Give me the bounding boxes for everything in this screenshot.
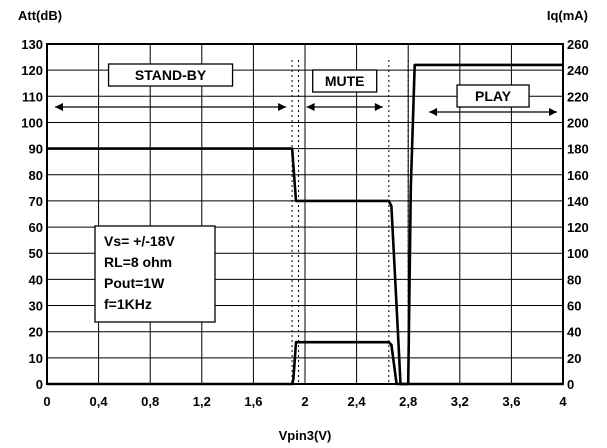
tick-labels: 0 0,4 0,8 1,2 1,6 2 2,4 2,8 3,2 3,6 40102030405060… [21, 37, 588, 409]
attenuation-line [47, 147, 563, 386]
region-label-box [107, 63, 234, 87]
y-left-tick-label: 10 [29, 351, 43, 366]
x-tick-label: 4 [559, 394, 567, 409]
region-arrow-head-left [429, 108, 438, 116]
y-right-tick-label: 240 [567, 63, 589, 78]
region-arrow-head-right [374, 103, 383, 111]
x-tick-label: 2 [301, 394, 308, 409]
conditions-box: Vs= +/-18V RL=8 ohm Pout=1W f=1KHz [94, 225, 216, 323]
plot-frame [46, 43, 564, 385]
y-left-tick-label: 30 [29, 299, 43, 314]
y-left-tick-label: 110 [22, 89, 43, 104]
y-right-tick-label: 80 [567, 272, 581, 287]
conditions-line: f=1KHz [104, 296, 152, 312]
region-label: PLAY [475, 88, 512, 104]
y-left-tick-label: 20 [29, 325, 43, 340]
x-tick-label: 3,6 [502, 394, 520, 409]
region-label-box [312, 69, 378, 93]
y-right-tick-label: 140 [567, 194, 589, 209]
y-right-tick-label: 120 [567, 220, 589, 235]
x-tick-label: 2,8 [399, 394, 417, 409]
region-arrow-head-right [278, 103, 287, 111]
y-right-tick-label: 180 [567, 142, 589, 157]
y-right-tick-label: 20 [567, 351, 581, 366]
region-label: STAND-BY [135, 67, 207, 83]
x-tick-label: 1,2 [193, 394, 211, 409]
y-left-tick-label: 70 [29, 194, 43, 209]
y-right-tick-label: 0 [567, 377, 574, 392]
region-arrow-head-left [55, 103, 63, 111]
y-right-tick-label: 40 [567, 325, 581, 340]
y-right-tick-label: 160 [567, 168, 589, 183]
region-label: MUTE [325, 73, 365, 89]
y-left-tick-label: 0 [36, 377, 43, 392]
x-tick-label: 1,6 [244, 394, 262, 409]
region-arrow-head-left [306, 103, 315, 111]
region-arrow-head-right [549, 108, 557, 116]
x-axis-title: Vpin3(V) [279, 428, 332, 443]
y-left-tick-label: 80 [29, 168, 43, 183]
y-right-axis-title: Iq(mA) [547, 8, 588, 23]
region-boundaries [291, 60, 409, 384]
y-left-tick-label: 40 [29, 272, 43, 287]
x-tick-label: 0,8 [141, 394, 159, 409]
conditions-line: RL=8 ohm [104, 254, 172, 270]
region-label-box [456, 84, 530, 108]
series-lines [47, 63, 563, 386]
y-left-tick-label: 120 [21, 63, 43, 78]
conditions-box-frame [94, 225, 216, 323]
y-left-tick-label: 50 [29, 246, 43, 261]
y-left-tick-label: 60 [29, 220, 43, 235]
region-markers: STAND-BY MUTE PLAY [55, 63, 557, 116]
y-left-tick-label: 90 [29, 142, 43, 157]
conditions-line: Vs= +/-18V [104, 233, 175, 249]
x-tick-label: 3,2 [451, 394, 469, 409]
x-tick-label: 0 [43, 394, 50, 409]
y-left-tick-label: 130 [21, 37, 43, 52]
y-right-tick-label: 220 [567, 89, 589, 104]
y-right-tick-label: 100 [567, 246, 589, 261]
y-right-tick-label: 60 [567, 299, 581, 314]
conditions-line: Pout=1W [104, 275, 165, 291]
x-tick-label: 0,4 [90, 394, 109, 409]
quiescent-current-line [47, 63, 563, 386]
y-left-axis-title: Att(dB) [18, 8, 62, 23]
y-left-tick-label: 100 [21, 115, 43, 130]
y-right-tick-label: 260 [567, 37, 589, 52]
x-tick-label: 2,4 [348, 394, 367, 409]
y-right-tick-label: 200 [567, 115, 589, 130]
